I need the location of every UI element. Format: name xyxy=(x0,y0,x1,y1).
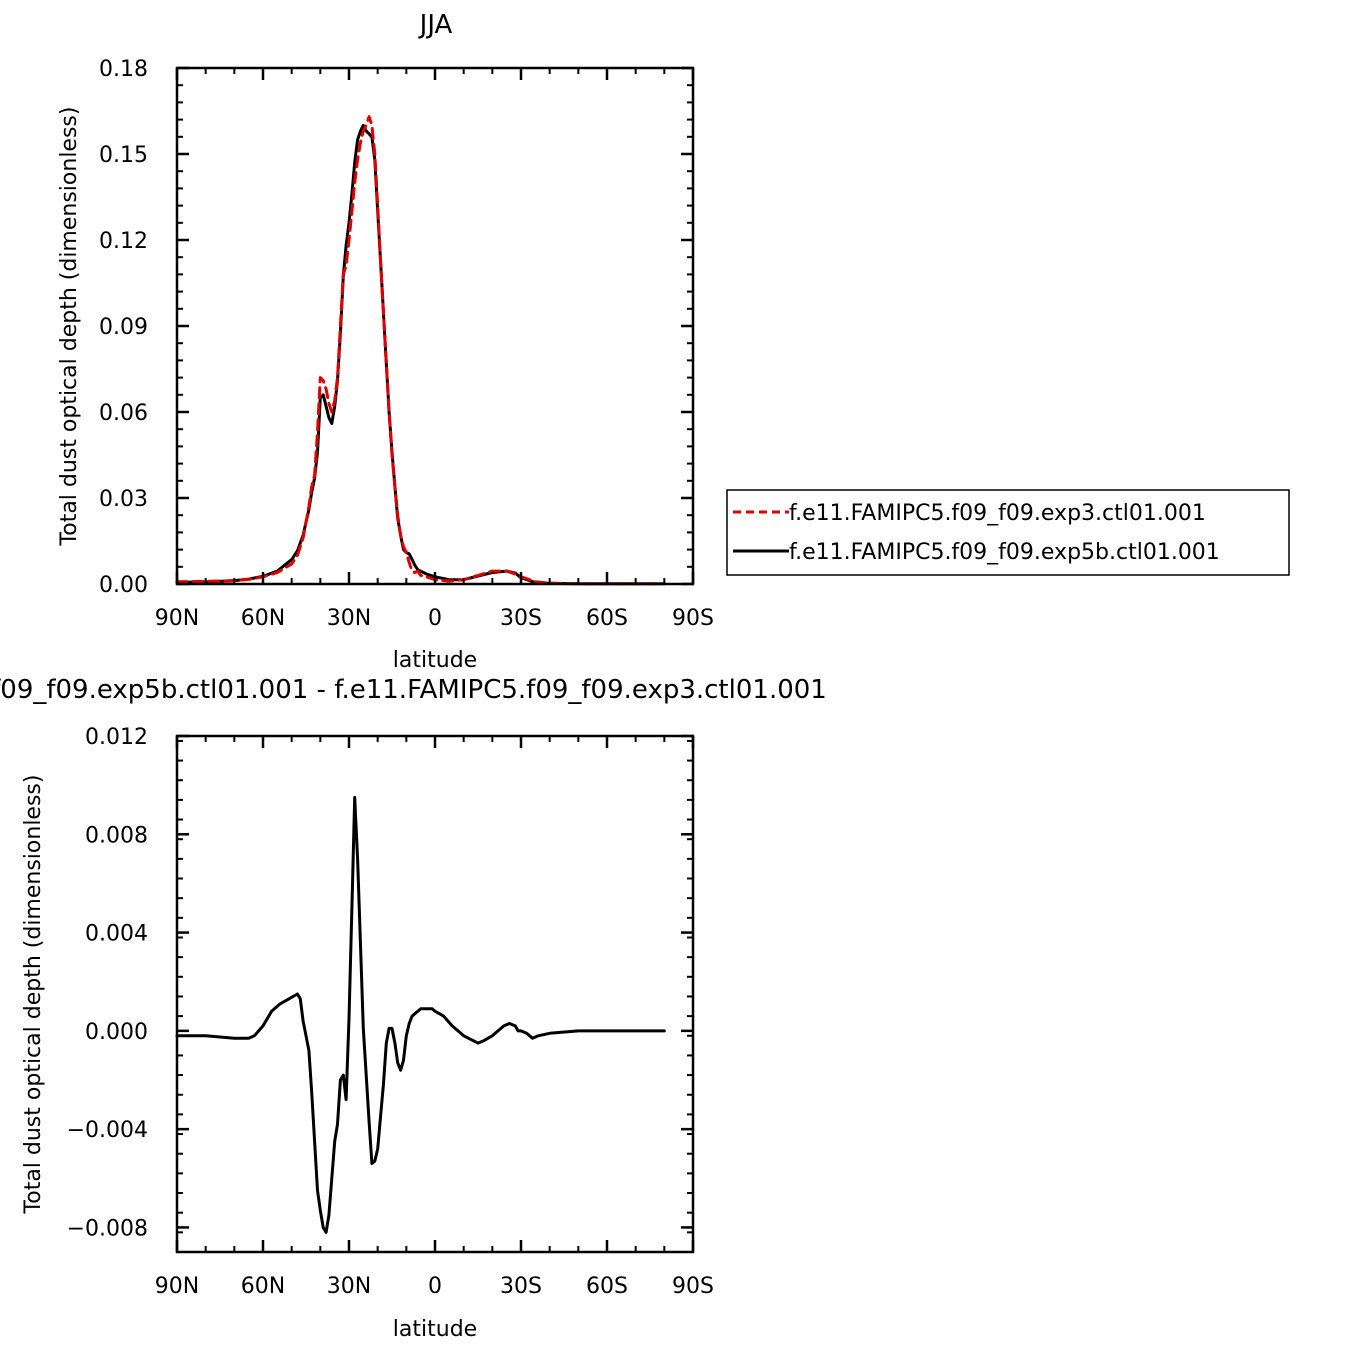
top-x-tick-label: 30N xyxy=(327,606,371,631)
legend: f.e11.FAMIPC5.f09_f09.exp3.ctl01.001 f.e… xyxy=(726,489,1290,576)
top-plot-frame xyxy=(175,66,695,586)
top-y-axis-label: Total dust optical depth (dimensionless) xyxy=(57,107,82,547)
bottom-series-layer xyxy=(175,795,666,1234)
bottom-y-tick-label: 0.004 xyxy=(85,922,148,947)
bottom-y-tick-label: −0.004 xyxy=(67,1118,148,1143)
bottom-y-tick-label: 0.008 xyxy=(85,823,148,848)
top-series-layer xyxy=(175,115,666,586)
top-y-tick-label: 0.00 xyxy=(99,573,148,598)
bottom-y-tick-label: 0.000 xyxy=(85,1020,148,1045)
bottom-panel-title: f.e11.FAMIPC5.f09_f09.exp5b.ctl01.001 - … xyxy=(0,675,827,705)
top-y-tick-label: 0.06 xyxy=(99,401,148,426)
bottom-x-axis-label: latitude xyxy=(393,1317,477,1342)
top-x-tick-label: 60N xyxy=(241,606,285,631)
bottom-x-tick-label: 0 xyxy=(428,1274,442,1299)
bottom-y-tick-label: 0.012 xyxy=(85,725,148,750)
top-y-tick-label: 0.12 xyxy=(99,229,148,254)
top-ticks-layer: 90N 60N 30N 0 30S 60S 90S 0.00 0.03 0.06 0.09 0.12 0… xyxy=(99,57,714,631)
bottom-x-tick-label: 30S xyxy=(500,1274,542,1299)
bottom-panel: f.e11.FAMIPC5.f09_f09.exp5b.ctl01.001 - … xyxy=(0,675,827,1342)
bottom-x-tick-label: 60N xyxy=(241,1274,285,1299)
legend-label-exp3: f.e11.FAMIPC5.f09_f09.exp3.ctl01.001 xyxy=(789,501,1206,526)
top-x-tick-label: 30S xyxy=(500,606,542,631)
bottom-y-tick-label: −0.008 xyxy=(67,1216,148,1241)
legend-box xyxy=(726,489,1290,576)
top-y-tick-label: 0.09 xyxy=(99,315,148,340)
top-x-axis-label: latitude xyxy=(393,648,477,673)
top-panel: JJA 90N 60N 30N 0 30S 60S 90S 0.00 0.03 0.06 0.09 0… xyxy=(57,10,714,673)
bottom-y-axis-label: Total dust optical depth (dimensionless) xyxy=(21,775,46,1215)
top-y-tick-label: 0.15 xyxy=(99,143,148,168)
top-x-tick-label: 0 xyxy=(428,606,442,631)
bottom-plot-frame xyxy=(175,734,695,1254)
bottom-series-line-0 xyxy=(175,795,666,1234)
top-y-tick-label: 0.03 xyxy=(99,487,148,512)
top-series-line-1 xyxy=(175,123,666,586)
bottom-x-tick-label: 90S xyxy=(672,1274,714,1299)
top-panel-title: JJA xyxy=(418,10,453,40)
top-x-tick-label: 90N xyxy=(155,606,199,631)
legend-label-exp5b: f.e11.FAMIPC5.f09_f09.exp5b.ctl01.001 xyxy=(789,540,1220,565)
top-y-tick-label: 0.18 xyxy=(99,57,148,82)
bottom-x-tick-label: 30N xyxy=(327,1274,371,1299)
bottom-x-tick-label: 90N xyxy=(155,1274,199,1299)
top-series-line-0 xyxy=(175,115,666,586)
top-x-tick-label: 60S xyxy=(586,606,628,631)
bottom-x-tick-label: 60S xyxy=(586,1274,628,1299)
bottom-ticks-layer: 90N 60N 30N 0 30S 60S 90S −0.008 −0.004 0.000 0.00… xyxy=(67,725,714,1299)
top-x-tick-label: 90S xyxy=(672,606,714,631)
